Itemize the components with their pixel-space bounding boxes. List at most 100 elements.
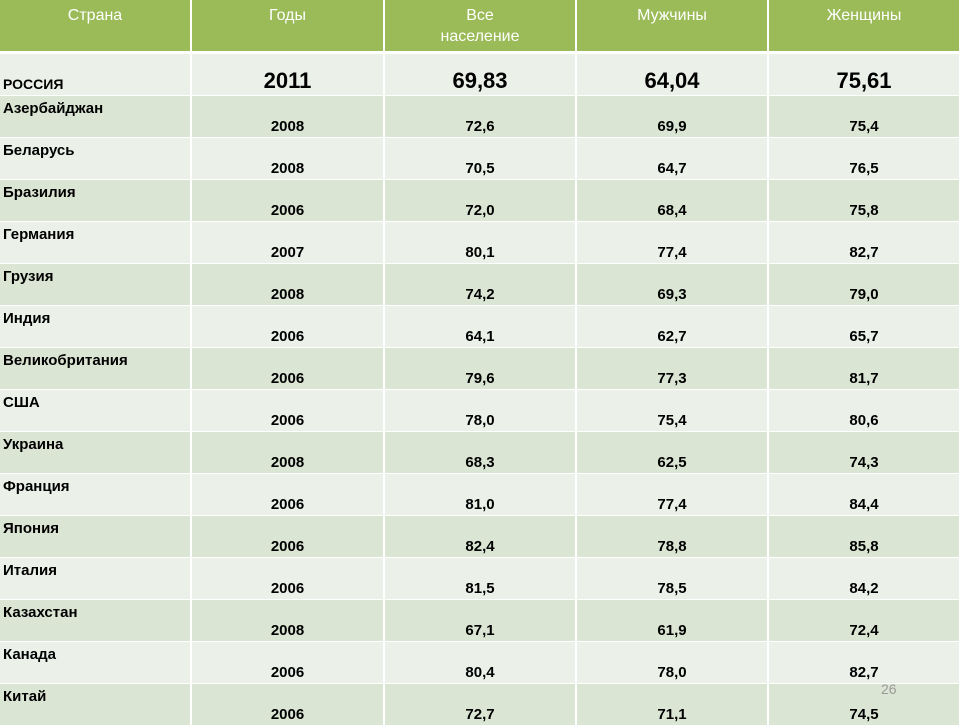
cell-all: 74,2: [384, 263, 577, 306]
cell-women: 65,7: [768, 305, 960, 348]
cell-all: 72,6: [384, 95, 577, 138]
table-row: Франция 2006 81,0 77,4 84,4: [0, 473, 960, 516]
cell-men: 78,8: [576, 515, 769, 558]
cell-men: 77,3: [576, 347, 769, 390]
table-row: США 2006 78,0 75,4 80,6: [0, 389, 960, 432]
table-row: Казахстан 2008 67,1 61,9 72,4: [0, 599, 960, 642]
cell-year: 2006: [191, 683, 385, 726]
table-row: Украина 2008 68,3 62,5 74,3: [0, 431, 960, 474]
cell-year: 2008: [191, 263, 385, 306]
cell-country: Япония: [0, 515, 192, 558]
table-row: Япония 2006 82,4 78,8 85,8: [0, 515, 960, 558]
cell-women: 85,8: [768, 515, 960, 558]
russia-men: 64,04: [576, 52, 769, 96]
table-row: Канада 2006 80,4 78,0 82,7: [0, 641, 960, 684]
cell-all: 64,1: [384, 305, 577, 348]
cell-all: 70,5: [384, 137, 577, 180]
table-row: Китай 2006 72,7 71,1 74,5: [0, 683, 960, 726]
cell-men: 69,3: [576, 263, 769, 306]
table-row: Бразилия 2006 72,0 68,4 75,8: [0, 179, 960, 222]
russia-all: 69,83: [384, 52, 577, 96]
cell-country: Украина: [0, 431, 192, 474]
cell-country: Бразилия: [0, 179, 192, 222]
cell-year: 2006: [191, 305, 385, 348]
cell-year: 2006: [191, 557, 385, 600]
cell-country: Франция: [0, 473, 192, 516]
header-country: Страна: [0, 0, 192, 54]
cell-year: 2006: [191, 473, 385, 516]
cell-year: 2008: [191, 137, 385, 180]
cell-women: 80,6: [768, 389, 960, 432]
cell-women: 84,4: [768, 473, 960, 516]
cell-country: Азербайджан: [0, 95, 192, 138]
header-women: Женщины: [768, 0, 960, 54]
header-all-line1: Все: [466, 7, 494, 24]
cell-all: 72,0: [384, 179, 577, 222]
table-row: Беларусь 2008 70,5 64,7 76,5: [0, 137, 960, 180]
russia-country: РОССИЯ: [0, 52, 192, 96]
header-all-line2: население: [440, 28, 520, 45]
cell-men: 77,4: [576, 221, 769, 264]
cell-women: 72,4: [768, 599, 960, 642]
cell-men: 78,0: [576, 641, 769, 684]
cell-women: 74,5: [768, 683, 960, 726]
header-men: Мужчины: [576, 0, 769, 54]
table-row: Италия 2006 81,5 78,5 84,2: [0, 557, 960, 600]
table-row: Германия 2007 80,1 77,4 82,7: [0, 221, 960, 264]
cell-country: Китай: [0, 683, 192, 726]
cell-country: Казахстан: [0, 599, 192, 642]
table-row: Индия 2006 64,1 62,7 65,7: [0, 305, 960, 348]
cell-all: 80,1: [384, 221, 577, 264]
cell-men: 78,5: [576, 557, 769, 600]
cell-men: 62,5: [576, 431, 769, 474]
cell-year: 2006: [191, 515, 385, 558]
cell-country: Италия: [0, 557, 192, 600]
cell-year: 2008: [191, 599, 385, 642]
cell-country: Германия: [0, 221, 192, 264]
table-row: Грузия 2008 74,2 69,3 79,0: [0, 263, 960, 306]
cell-all: 79,6: [384, 347, 577, 390]
cell-all: 81,5: [384, 557, 577, 600]
cell-men: 71,1: [576, 683, 769, 726]
cell-country: Грузия: [0, 263, 192, 306]
cell-women: 75,4: [768, 95, 960, 138]
cell-year: 2008: [191, 95, 385, 138]
page-number: 26: [881, 681, 897, 697]
header-row: Страна Годы Все население Мужчины Женщины: [0, 0, 960, 54]
table-row: Великобритания 2006 79,6 77,3 81,7: [0, 347, 960, 390]
cell-year: 2006: [191, 347, 385, 390]
cell-men: 69,9: [576, 95, 769, 138]
cell-men: 61,9: [576, 599, 769, 642]
cell-year: 2006: [191, 179, 385, 222]
cell-women: 84,2: [768, 557, 960, 600]
russia-year: 2011: [191, 52, 385, 96]
cell-all: 82,4: [384, 515, 577, 558]
cell-women: 82,7: [768, 221, 960, 264]
cell-all: 80,4: [384, 641, 577, 684]
cell-women: 76,5: [768, 137, 960, 180]
cell-men: 68,4: [576, 179, 769, 222]
cell-all: 67,1: [384, 599, 577, 642]
cell-country: Великобритания: [0, 347, 192, 390]
cell-country: США: [0, 389, 192, 432]
russia-row: РОССИЯ 2011 69,83 64,04 75,61: [0, 52, 960, 96]
cell-year: 2006: [191, 641, 385, 684]
cell-men: 75,4: [576, 389, 769, 432]
cell-men: 62,7: [576, 305, 769, 348]
cell-country: Индия: [0, 305, 192, 348]
cell-all: 68,3: [384, 431, 577, 474]
cell-year: 2008: [191, 431, 385, 474]
cell-year: 2007: [191, 221, 385, 264]
cell-year: 2006: [191, 389, 385, 432]
cell-women: 82,7: [768, 641, 960, 684]
cell-men: 77,4: [576, 473, 769, 516]
cell-women: 79,0: [768, 263, 960, 306]
cell-all: 72,7: [384, 683, 577, 726]
cell-women: 74,3: [768, 431, 960, 474]
cell-men: 64,7: [576, 137, 769, 180]
cell-women: 81,7: [768, 347, 960, 390]
cell-all: 78,0: [384, 389, 577, 432]
header-years: Годы: [191, 0, 385, 54]
cell-all: 81,0: [384, 473, 577, 516]
